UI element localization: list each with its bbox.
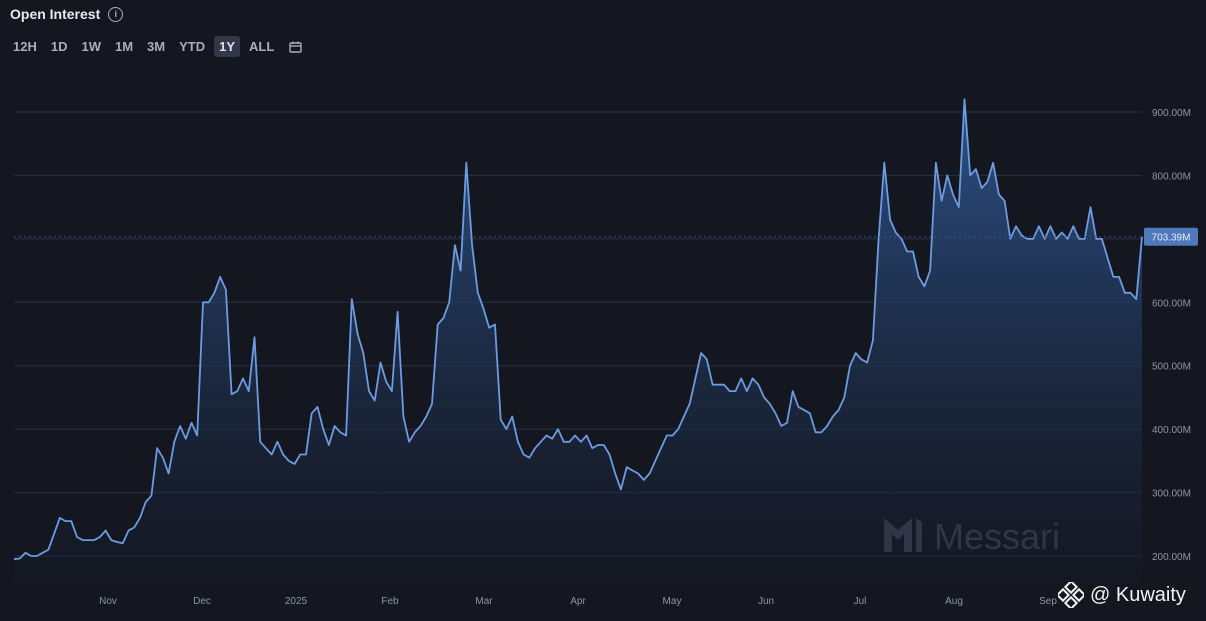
range-option-3m[interactable]: 3M bbox=[147, 39, 166, 54]
chart-header: Open Interest i bbox=[10, 6, 124, 22]
time-range-selector: 12H 1D 1W 1M 3M YTD 1Y ALL bbox=[8, 36, 302, 57]
range-option-1w[interactable]: 1W bbox=[81, 39, 101, 54]
y-tick-label: 200.00M bbox=[1152, 552, 1191, 563]
x-tick-label: Feb bbox=[381, 596, 399, 607]
calendar-icon[interactable] bbox=[289, 41, 302, 53]
x-tick-label: Sep bbox=[1039, 596, 1057, 607]
range-option-12h[interactable]: 12H bbox=[13, 39, 37, 54]
diamond-logo-icon bbox=[1058, 582, 1084, 608]
x-tick-label: Mar bbox=[475, 596, 493, 607]
watermark-text: @ Kuwaity bbox=[1090, 583, 1186, 606]
current-value-label: 703.39M bbox=[1152, 233, 1191, 244]
watermark: @ Kuwaity bbox=[1058, 582, 1186, 608]
range-option-1y[interactable]: 1Y bbox=[214, 36, 241, 57]
x-tick-label: Dec bbox=[193, 596, 211, 607]
info-icon[interactable]: i bbox=[108, 6, 124, 22]
y-tick-label: 500.00M bbox=[1152, 362, 1191, 373]
series-line bbox=[13, 98, 1143, 561]
x-tick-label: Apr bbox=[570, 596, 586, 607]
range-option-1d[interactable]: 1D bbox=[50, 39, 68, 54]
x-tick-label: Nov bbox=[99, 596, 117, 607]
y-tick-label: 600.00M bbox=[1152, 298, 1191, 309]
y-tick-label: 400.00M bbox=[1152, 425, 1191, 436]
y-tick-label: 300.00M bbox=[1152, 489, 1191, 500]
x-tick-label: May bbox=[663, 596, 682, 607]
x-tick-label: Jul bbox=[854, 596, 867, 607]
chart-title: Open Interest bbox=[10, 6, 101, 22]
range-option-ytd[interactable]: YTD bbox=[179, 39, 206, 54]
range-option-1m[interactable]: 1M bbox=[114, 39, 134, 54]
range-option-all[interactable]: ALL bbox=[249, 39, 275, 54]
x-tick-label: 2025 bbox=[285, 596, 308, 607]
current-value-badge bbox=[1144, 227, 1198, 246]
x-tick-label: Jun bbox=[758, 596, 774, 607]
y-tick-label: 800.00M bbox=[1152, 171, 1191, 182]
x-tick-label: Aug bbox=[945, 596, 963, 607]
y-tick-label: 900.00M bbox=[1152, 108, 1191, 119]
